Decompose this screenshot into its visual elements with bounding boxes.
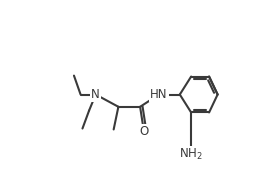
Text: HN: HN: [150, 88, 168, 101]
Text: N: N: [91, 88, 100, 101]
Text: O: O: [139, 125, 148, 138]
Text: NH$_2$: NH$_2$: [179, 146, 203, 162]
